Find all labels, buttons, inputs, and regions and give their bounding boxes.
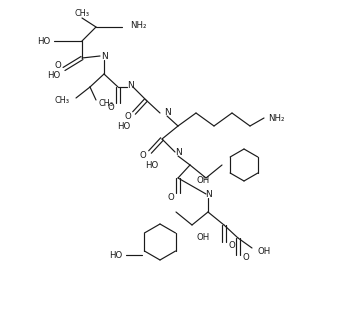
Text: HO: HO [37, 36, 50, 45]
Text: HO: HO [145, 161, 158, 169]
Text: O: O [242, 254, 249, 262]
Text: CH₃: CH₃ [98, 99, 113, 108]
Text: O: O [107, 103, 114, 112]
Text: O: O [140, 151, 146, 160]
Text: NH₂: NH₂ [268, 114, 284, 122]
Text: N: N [164, 108, 170, 117]
Text: CH₃: CH₃ [74, 9, 90, 18]
Text: O: O [125, 112, 131, 120]
Text: N: N [101, 52, 107, 61]
Text: NH₂: NH₂ [130, 21, 147, 29]
Text: N: N [175, 148, 181, 157]
Text: N: N [127, 80, 133, 89]
Text: CH₃: CH₃ [54, 96, 69, 105]
Text: OH: OH [197, 233, 210, 243]
Text: N: N [205, 190, 212, 199]
Text: HO: HO [109, 251, 122, 260]
Text: OH: OH [196, 175, 209, 184]
Text: OH: OH [258, 247, 271, 256]
Text: O: O [55, 61, 61, 70]
Text: O: O [167, 193, 174, 202]
Text: HO: HO [47, 71, 60, 79]
Text: O: O [228, 241, 235, 250]
Text: HO: HO [117, 121, 130, 130]
